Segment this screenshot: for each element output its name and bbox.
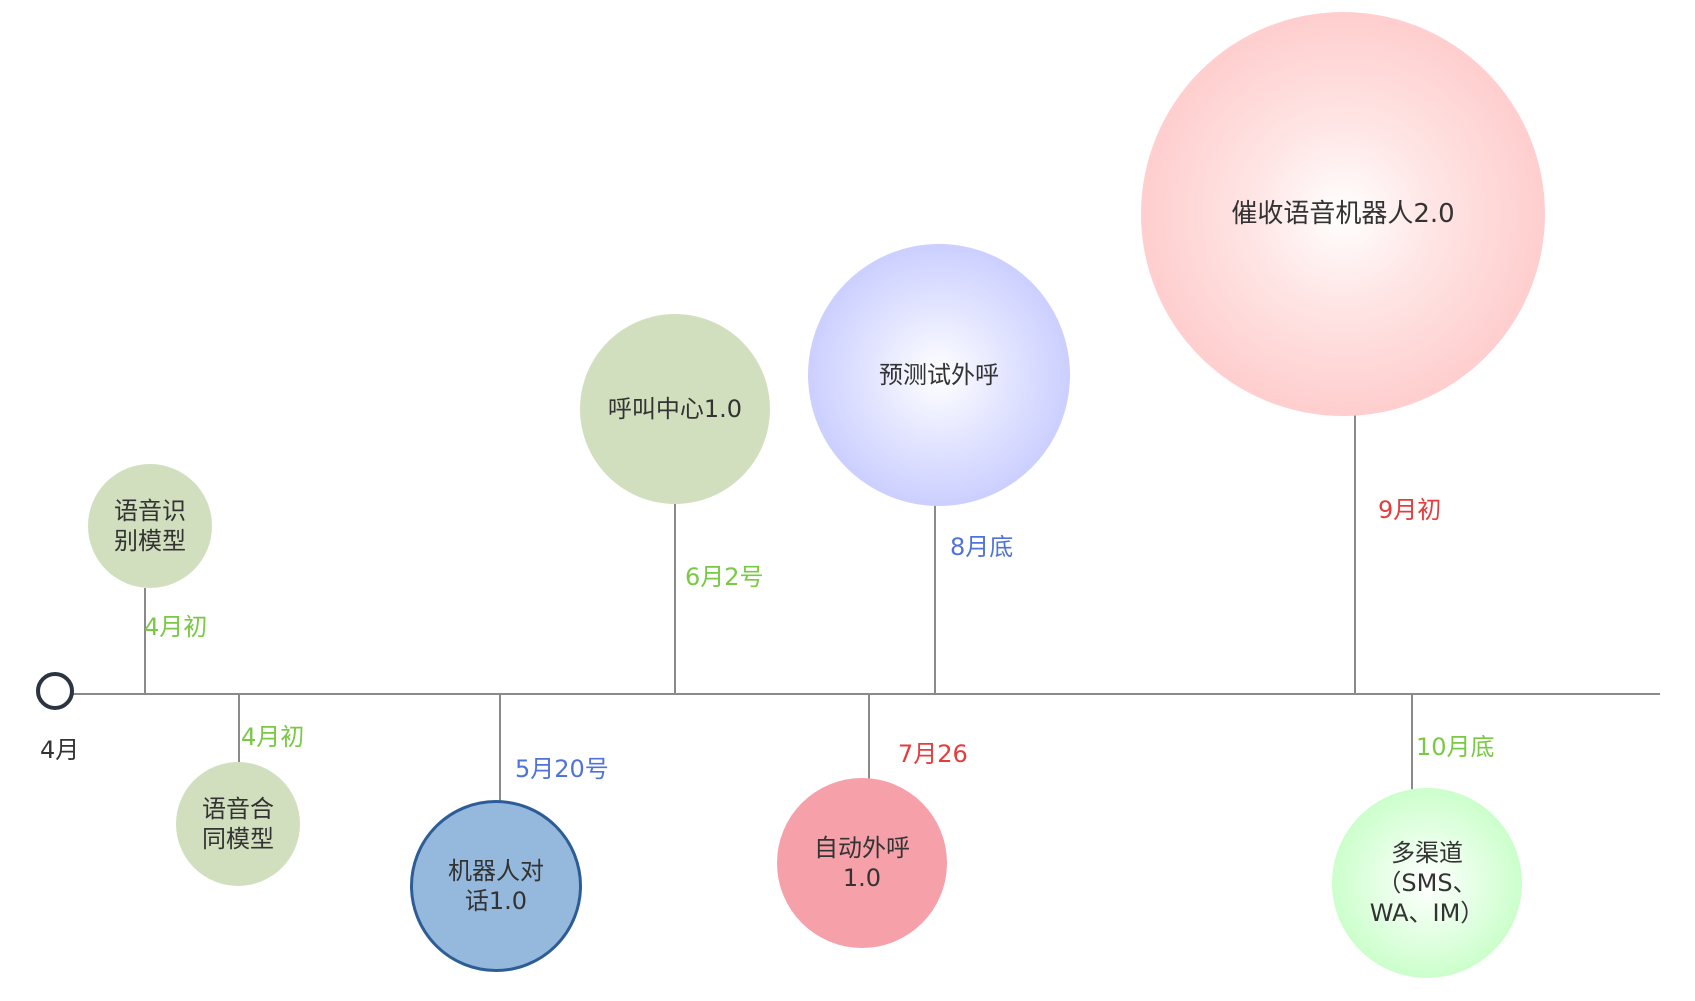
milestone-date-collection: 9月初 [1378,496,1442,524]
milestone-title: 多渠道 （SMS、 WA、IM） [1369,839,1485,927]
milestone-date-tts: 4月初 [241,723,305,751]
milestone-bubble-collection: 催收语音机器人2.0 [1141,12,1545,416]
milestone-connector [1354,412,1356,694]
milestone-bubble-predictive: 预测试外呼 [808,244,1070,506]
milestone-date-predictive: 8月底 [950,533,1014,561]
milestone-bubble-callcenter: 呼叫中心1.0 [580,314,770,504]
milestone-bubble-omnichannel: 多渠道 （SMS、 WA、IM） [1332,788,1522,978]
milestone-title: 自动外呼 1.0 [814,834,910,892]
milestone-title: 语音合 同模型 [202,795,274,853]
timeline-start-marker [36,672,74,710]
milestone-title: 催收语音机器人2.0 [1231,198,1455,229]
timeline-start-label: 4月 [40,736,80,764]
milestone-title: 呼叫中心1.0 [607,395,743,423]
timeline-axis [72,693,1660,695]
milestone-date-omnichannel: 10月底 [1416,733,1495,761]
milestone-connector [934,504,936,694]
milestone-connector [868,694,870,780]
milestone-bubble-dialog: 机器人对 话1.0 [410,800,582,972]
milestone-connector [144,588,146,694]
milestone-connector [1411,694,1413,798]
milestone-date-dialog: 5月20号 [515,755,609,783]
milestone-connector [499,694,501,802]
milestone-connector [674,504,676,694]
milestone-title: 预测试外呼 [879,361,999,389]
milestone-date-callcenter: 6月2号 [685,563,764,591]
milestone-title: 机器人对 话1.0 [448,857,544,915]
milestone-date-asr: 4月初 [144,613,208,641]
milestone-date-autodial: 7月26 [898,740,968,768]
milestone-connector [238,694,240,762]
milestone-bubble-asr: 语音识 别模型 [88,464,212,588]
milestone-bubble-tts: 语音合 同模型 [176,762,300,886]
milestone-title: 语音识 别模型 [114,497,186,555]
milestone-bubble-autodial: 自动外呼 1.0 [777,778,947,948]
